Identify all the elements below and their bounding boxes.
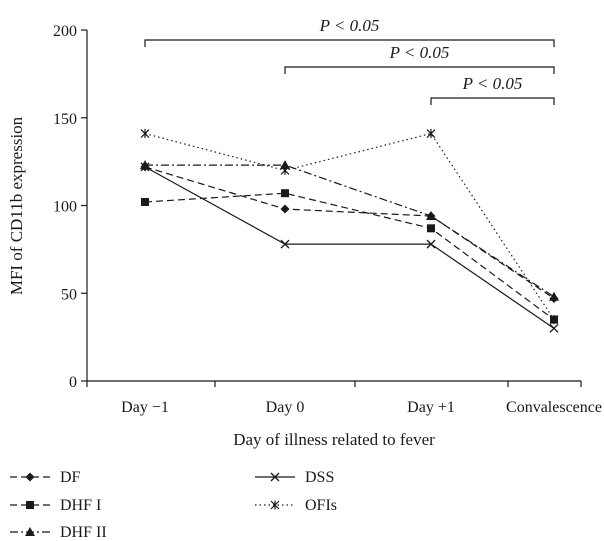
x-tick-label: Convalescence <box>506 399 602 416</box>
legend-label: OFIs <box>305 497 337 514</box>
x-axis-title: Day of illness related to fever <box>233 430 435 449</box>
legend-item-dss: DSS <box>255 469 334 486</box>
y-tick-label: 50 <box>61 286 77 303</box>
data-point-dss <box>280 239 290 249</box>
y-tick-label: 200 <box>53 23 77 40</box>
data-point-dhf-ii <box>140 160 150 170</box>
data-point-dhf-i <box>141 197 149 206</box>
significance-label: P < 0.05 <box>319 16 380 35</box>
legend-item-dhf-i: DHF I <box>10 497 101 514</box>
series-line-dhf-ii <box>145 164 555 298</box>
significance-label: P < 0.05 <box>462 74 523 93</box>
legend-swatch-marker <box>26 501 34 509</box>
series-ofis <box>140 129 559 325</box>
y-ticks: 0 50 100 150 200 <box>53 23 87 391</box>
legend-item-df: DF <box>10 469 81 486</box>
y-axis-title: MFI of CD11b expression <box>7 116 26 295</box>
legend-swatch-marker <box>25 472 35 482</box>
legend-label: DF <box>60 469 81 486</box>
series-layer <box>140 129 559 333</box>
data-point-dss <box>549 323 559 333</box>
series-dhf-i <box>141 189 558 324</box>
data-point-dss <box>426 239 436 249</box>
series-dhf-ii <box>140 160 559 301</box>
legend-swatch-marker <box>270 500 280 510</box>
legend-swatch-marker <box>270 472 280 482</box>
data-point-dhf-ii <box>426 211 436 221</box>
legend-item-ofis: OFIs <box>255 497 337 514</box>
x-tick-label: Day +1 <box>407 399 455 416</box>
significance-brackets: P < 0.05 P < 0.05 P < 0.05 <box>144 16 555 105</box>
axes: 0 50 100 150 200 Day −1 Day 0 Day +1 Convalesce… <box>53 23 602 416</box>
data-point-dss <box>140 162 150 172</box>
series-line-dss <box>144 166 555 329</box>
y-tick-label: 100 <box>53 199 77 216</box>
legend-label: DHF I <box>60 497 101 514</box>
series-line-dhf-i <box>144 192 555 321</box>
data-point-df <box>280 204 290 214</box>
series-dss <box>140 162 559 333</box>
data-point-ofis <box>280 165 290 175</box>
series-df <box>140 162 559 304</box>
y-tick-label: 150 <box>53 111 77 128</box>
x-ticks: Day −1 Day 0 Day +1 Convalescence <box>86 381 602 416</box>
x-tick-label: Day −1 <box>121 399 169 416</box>
significance-bracket <box>430 97 555 105</box>
data-point-dhf-i <box>281 189 289 198</box>
data-point-ofis <box>549 315 559 325</box>
data-point-dhf-ii <box>549 291 559 301</box>
significance-bracket <box>284 66 555 74</box>
significance-label: P < 0.05 <box>389 43 450 62</box>
legend-swatch-marker <box>25 527 35 536</box>
significance-bracket <box>144 39 555 47</box>
legend-label: DHF II <box>60 524 107 541</box>
legend: DF DHF I DHF II DSS OFIs <box>10 469 337 541</box>
legend-item-dhf-ii: DHF II <box>10 524 107 541</box>
data-point-dhf-i <box>427 224 435 233</box>
data-point-ofis <box>140 129 150 139</box>
series-line-ofis <box>144 132 555 320</box>
series-line-df <box>144 166 555 300</box>
legend-label: DSS <box>305 469 334 486</box>
data-point-dhf-ii <box>280 160 290 170</box>
y-tick-label: 0 <box>69 374 77 391</box>
x-tick-label: Day 0 <box>266 399 305 416</box>
data-point-ofis <box>426 129 436 139</box>
